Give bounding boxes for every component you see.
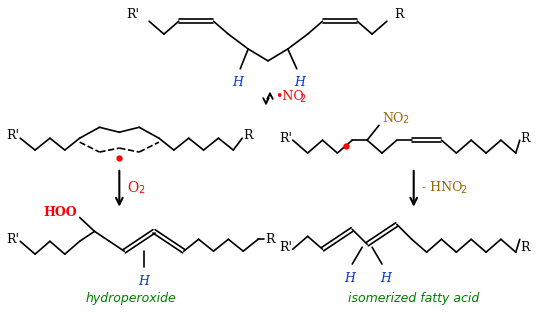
Text: H: H <box>381 272 391 285</box>
Text: H: H <box>344 272 355 285</box>
Text: HOO: HOO <box>43 206 77 219</box>
Text: NO: NO <box>382 112 404 125</box>
Text: hydroperoxide: hydroperoxide <box>86 292 176 305</box>
Text: R: R <box>521 241 530 254</box>
Text: R: R <box>394 8 404 21</box>
Text: R: R <box>521 132 530 145</box>
Text: R': R' <box>6 233 19 246</box>
Text: - HNO: - HNO <box>422 181 462 194</box>
Text: R: R <box>243 129 252 142</box>
Text: H: H <box>139 275 150 288</box>
Text: •NO: •NO <box>275 90 304 103</box>
Text: R: R <box>265 233 274 246</box>
Text: R': R' <box>6 129 19 142</box>
Text: 2: 2 <box>138 185 144 195</box>
Text: H: H <box>232 76 243 89</box>
Text: H: H <box>294 76 305 89</box>
Text: 2: 2 <box>300 94 306 104</box>
Text: R': R' <box>279 132 292 145</box>
Text: O: O <box>127 181 138 195</box>
Text: 2: 2 <box>460 185 466 195</box>
Text: R': R' <box>279 241 292 254</box>
Text: 2: 2 <box>402 115 408 125</box>
Text: isomerized fatty acid: isomerized fatty acid <box>348 292 479 305</box>
Text: R': R' <box>126 8 139 21</box>
